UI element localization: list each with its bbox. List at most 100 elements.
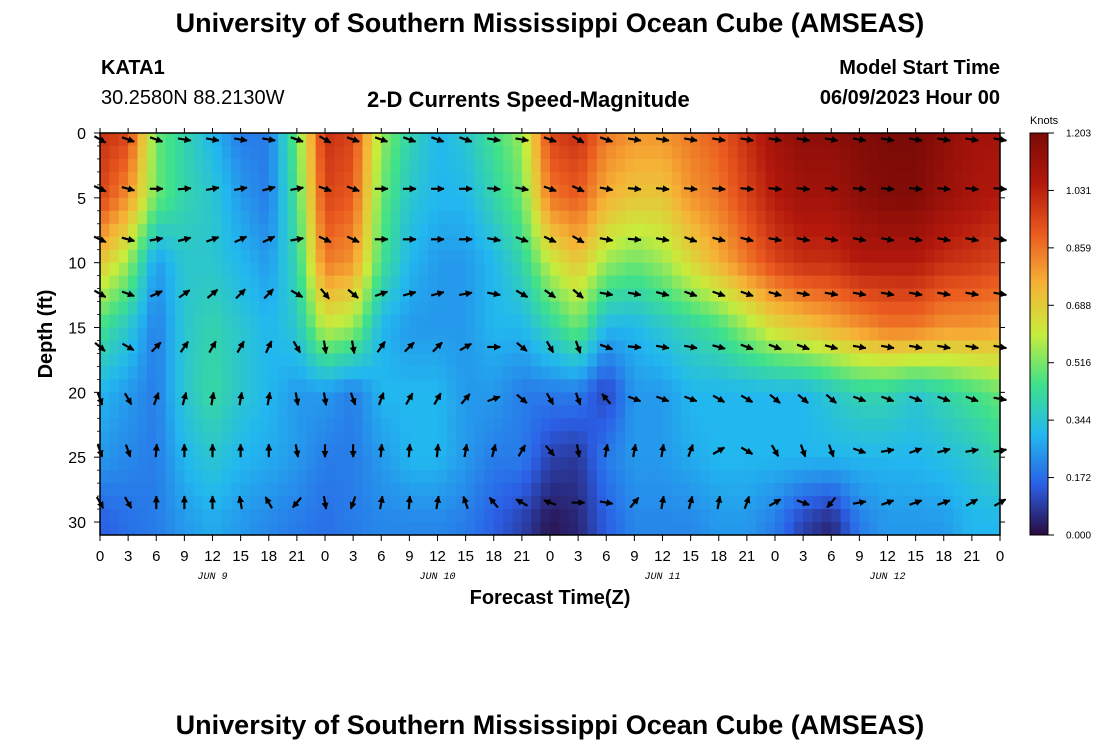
heatmap-cell — [671, 301, 682, 316]
heatmap-cell — [934, 496, 945, 510]
heatmap-cell — [418, 522, 429, 535]
heatmap-cell — [953, 496, 964, 510]
heatmap-cell — [418, 366, 429, 380]
heatmap-cell — [203, 340, 214, 355]
heatmap-cell — [334, 444, 345, 458]
heatmap-cell — [428, 171, 439, 186]
heatmap-cell — [400, 522, 410, 535]
current-arrow — [852, 136, 867, 143]
heatmap-cell — [259, 340, 270, 355]
heatmap-cell — [146, 223, 157, 238]
heatmap-cell — [728, 145, 739, 160]
heatmap-cell — [456, 133, 467, 147]
heatmap-cell — [165, 522, 176, 535]
heatmap-cell — [681, 197, 692, 212]
heatmap-cell — [925, 496, 935, 510]
heatmap-cell — [934, 509, 945, 523]
heatmap-cell — [315, 314, 326, 329]
heatmap-cell — [681, 392, 692, 406]
colorbar-ramp — [1029, 132, 1049, 536]
heatmap-cell — [803, 509, 814, 523]
heatmap-cell — [643, 509, 654, 523]
heatmap-cell — [812, 483, 823, 497]
current-arrow — [574, 444, 582, 458]
heatmap-cell — [381, 184, 392, 199]
heatmap-cell — [456, 314, 467, 329]
heatmap-cell — [409, 496, 420, 510]
heatmap-cell — [334, 171, 345, 186]
heatmap-cell — [165, 405, 176, 419]
heatmap-cell — [850, 223, 860, 238]
heatmap-cell — [353, 223, 364, 238]
heatmap-cell — [887, 223, 898, 238]
heatmap-cell — [606, 457, 617, 471]
heatmap-cell — [446, 236, 457, 251]
heatmap-cell — [503, 483, 514, 497]
heatmap-cell — [446, 145, 457, 160]
heatmap-cell — [456, 457, 467, 471]
heatmap-cell — [784, 418, 795, 432]
heatmap-cell — [306, 158, 317, 173]
current-arrow — [318, 185, 332, 193]
heatmap-cell — [353, 405, 364, 419]
heatmap-cell — [250, 197, 260, 212]
heatmap-cell — [615, 197, 626, 212]
heatmap-cell — [343, 418, 354, 432]
heatmap-cell — [184, 184, 195, 199]
heatmap-cell — [981, 327, 992, 342]
heatmap-cell — [296, 197, 307, 212]
heatmap-cell — [775, 236, 785, 251]
model-start-label: Model Start Time — [839, 57, 1000, 79]
heatmap-cell — [915, 301, 926, 316]
heatmap-cell — [128, 249, 139, 264]
heatmap-cell — [118, 379, 129, 393]
x-tick-label: 6 — [377, 548, 385, 565]
current-arrow — [377, 392, 385, 406]
heatmap-cell — [146, 366, 157, 380]
heatmap-cell — [615, 353, 626, 368]
heatmap-cell — [400, 379, 410, 393]
current-arrow — [599, 343, 614, 351]
heatmap-cell — [100, 496, 110, 510]
heatmap-cell — [428, 158, 439, 173]
heatmap-cell — [578, 301, 589, 316]
heatmap-cell — [784, 171, 795, 186]
x-tick-label: 0 — [771, 548, 779, 565]
heatmap-cell — [812, 405, 823, 419]
heatmap-cell — [503, 262, 514, 277]
current-arrow — [321, 340, 329, 355]
x-tick-label: 18 — [260, 548, 277, 565]
heatmap-cell — [784, 392, 795, 406]
heatmap-cell — [850, 405, 860, 419]
heatmap-cell — [118, 353, 129, 368]
heatmap-cell — [175, 522, 185, 535]
current-arrow — [234, 185, 248, 193]
heatmap-cell — [568, 145, 579, 160]
current-arrow — [627, 343, 642, 351]
heatmap-cell — [878, 457, 889, 471]
heatmap-cell — [137, 353, 148, 368]
heatmap-cell — [568, 262, 579, 277]
heatmap-cell — [240, 171, 251, 186]
heatmap-cell — [784, 275, 795, 290]
heatmap-cell — [728, 392, 739, 406]
heatmap-cell — [268, 301, 279, 316]
heatmap-cell — [325, 483, 335, 497]
heatmap-cell — [625, 457, 635, 471]
heatmap-cell — [371, 301, 382, 316]
heatmap-cell — [625, 158, 635, 173]
heatmap-cell — [540, 197, 551, 212]
heatmap-cell — [850, 457, 860, 471]
heatmap-cell — [859, 457, 870, 471]
current-arrow — [462, 443, 470, 458]
heatmap-cell — [737, 431, 748, 445]
current-arrow — [290, 185, 304, 193]
heatmap-cell — [278, 236, 289, 251]
current-arrow — [405, 443, 413, 458]
heatmap-cell — [503, 353, 514, 368]
heatmap-cell — [971, 314, 982, 329]
heatmap-cell — [146, 275, 157, 290]
heatmap-cell — [353, 197, 364, 212]
heatmap-cell — [859, 405, 870, 419]
heatmap-cell — [671, 405, 682, 419]
